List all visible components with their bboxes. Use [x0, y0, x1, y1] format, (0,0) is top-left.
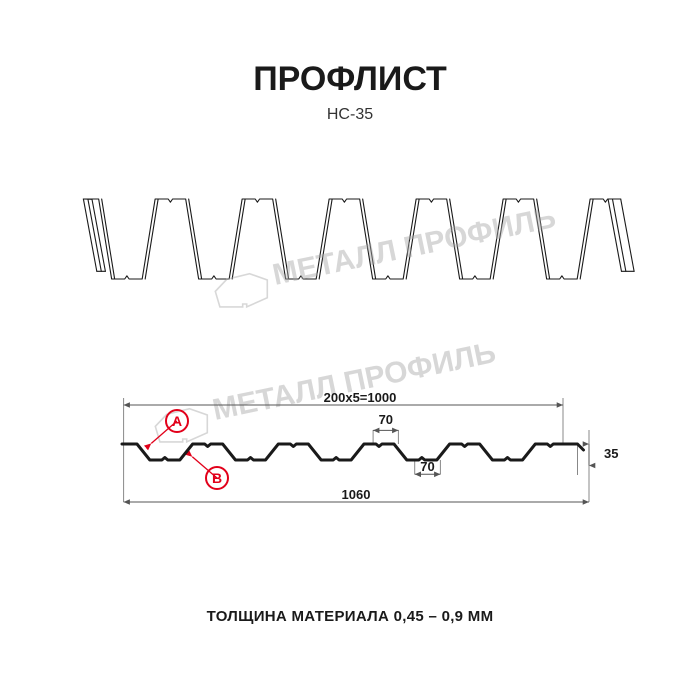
svg-text:МЕТАЛЛ ПРОФИЛЬ: МЕТАЛЛ ПРОФИЛЬ: [210, 336, 499, 427]
svg-text:B: B: [212, 470, 222, 486]
svg-text:A: A: [172, 413, 182, 429]
svg-text:200x5=1000: 200x5=1000: [324, 390, 397, 405]
svg-text:35: 35: [604, 446, 618, 461]
svg-text:70: 70: [379, 412, 393, 427]
svg-text:1060: 1060: [342, 487, 371, 502]
svg-text:МЕТАЛЛ ПРОФИЛЬ: МЕТАЛЛ ПРОФИЛЬ: [270, 201, 559, 292]
